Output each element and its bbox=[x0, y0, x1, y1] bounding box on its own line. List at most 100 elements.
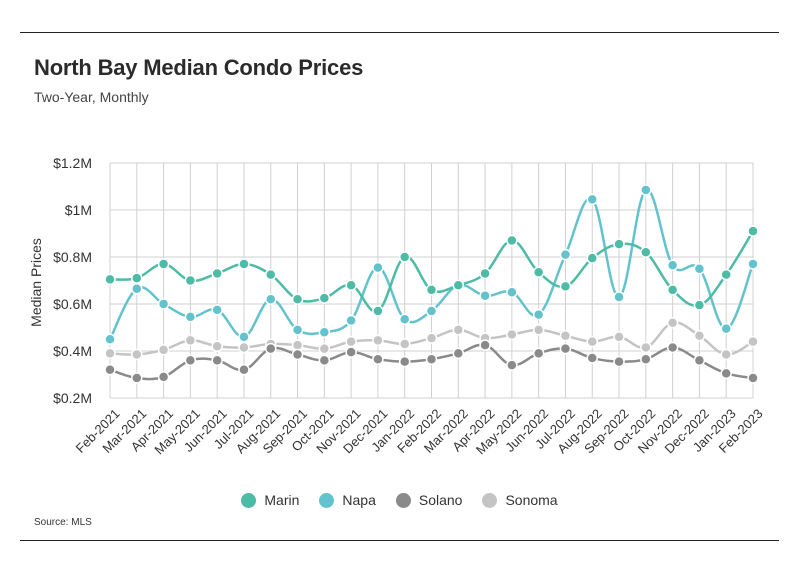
data-point-marin bbox=[586, 252, 598, 264]
data-point-sonoma bbox=[506, 328, 518, 341]
data-point-sonoma bbox=[372, 334, 384, 347]
data-point-solano bbox=[318, 354, 331, 367]
data-point-napa bbox=[265, 293, 277, 306]
data-point-sonoma bbox=[532, 324, 545, 336]
data-point-napa bbox=[104, 333, 116, 345]
data-point-solano bbox=[398, 355, 411, 368]
data-point-napa bbox=[586, 193, 598, 206]
data-point-solano bbox=[640, 353, 652, 365]
data-point-napa bbox=[506, 286, 518, 298]
data-point-solano bbox=[532, 347, 545, 360]
data-point-sonoma bbox=[211, 340, 223, 353]
data-point-solano bbox=[131, 372, 143, 384]
data-point-napa bbox=[479, 290, 491, 302]
data-point-marin bbox=[372, 305, 384, 317]
data-point-sonoma bbox=[345, 335, 357, 348]
data-point-marin bbox=[157, 258, 170, 270]
legend-label: Solano bbox=[418, 492, 463, 508]
legend-swatch bbox=[395, 492, 411, 508]
data-point-solano bbox=[425, 353, 438, 365]
data-point-solano bbox=[372, 353, 384, 365]
data-point-solano bbox=[747, 372, 759, 384]
data-point-solano bbox=[345, 346, 357, 358]
data-point-napa bbox=[345, 314, 357, 327]
data-point-sonoma bbox=[720, 348, 732, 361]
data-point-napa bbox=[211, 304, 223, 316]
data-point-marin bbox=[693, 299, 706, 311]
data-point-marin bbox=[452, 279, 465, 291]
data-point-sonoma bbox=[425, 332, 438, 344]
data-point-napa bbox=[693, 263, 706, 275]
chart-subtitle: Two-Year, Monthly bbox=[34, 89, 149, 105]
data-point-napa bbox=[532, 308, 545, 321]
legend-label: Napa bbox=[342, 492, 376, 508]
data-point-marin bbox=[532, 266, 545, 279]
data-point-sonoma bbox=[238, 341, 250, 354]
data-point-solano bbox=[720, 367, 732, 380]
data-point-napa bbox=[318, 326, 331, 338]
data-point-marin bbox=[666, 284, 679, 296]
data-point-napa bbox=[559, 248, 572, 261]
data-point-sonoma bbox=[398, 338, 411, 350]
y-tick-label: $1M bbox=[65, 202, 92, 218]
data-point-marin bbox=[506, 234, 518, 247]
legend-item-solano: Solano bbox=[395, 492, 463, 508]
data-point-sonoma bbox=[693, 329, 706, 342]
data-point-solano bbox=[693, 354, 706, 367]
data-point-napa bbox=[747, 258, 759, 270]
data-point-solano bbox=[613, 355, 625, 368]
legend-item-marin: Marin bbox=[241, 492, 299, 508]
data-point-napa bbox=[720, 322, 732, 335]
legend-item-sonoma: Sonoma bbox=[482, 492, 558, 508]
legend-swatch bbox=[482, 492, 498, 508]
data-point-sonoma bbox=[613, 331, 625, 343]
data-point-napa bbox=[640, 184, 652, 196]
y-tick-label: $0.8M bbox=[53, 249, 92, 265]
legend-label: Marin bbox=[264, 492, 300, 508]
data-point-solano bbox=[104, 364, 116, 376]
data-point-marin bbox=[398, 251, 411, 263]
data-point-solano bbox=[291, 348, 304, 361]
data-point-solano bbox=[506, 359, 518, 371]
data-point-sonoma bbox=[157, 344, 170, 356]
data-point-sonoma bbox=[131, 348, 143, 361]
data-point-marin bbox=[559, 280, 572, 293]
data-point-marin bbox=[104, 273, 116, 286]
data-point-solano bbox=[184, 354, 197, 367]
data-point-marin bbox=[238, 258, 250, 270]
data-point-solano bbox=[265, 342, 277, 355]
data-point-marin bbox=[211, 267, 223, 280]
data-point-marin bbox=[479, 267, 491, 280]
data-point-marin bbox=[184, 274, 197, 287]
data-point-sonoma bbox=[559, 329, 572, 342]
data-point-sonoma bbox=[104, 347, 116, 360]
data-point-napa bbox=[398, 313, 411, 326]
data-point-napa bbox=[613, 291, 625, 303]
data-point-marin bbox=[640, 246, 652, 259]
y-tick-label: $0.4M bbox=[53, 343, 92, 359]
chart-title: North Bay Median Condo Prices bbox=[34, 55, 364, 80]
y-tick-label: $0.6M bbox=[53, 296, 92, 312]
data-point-marin bbox=[265, 268, 277, 281]
legend-label: Sonoma bbox=[505, 492, 558, 508]
data-point-marin bbox=[291, 293, 304, 306]
data-point-sonoma bbox=[291, 339, 304, 351]
legend-swatch bbox=[319, 492, 335, 508]
data-point-solano bbox=[479, 339, 491, 351]
data-point-napa bbox=[291, 324, 304, 336]
data-point-sonoma bbox=[640, 341, 652, 354]
data-point-napa bbox=[157, 298, 170, 310]
data-point-solano bbox=[157, 371, 170, 383]
data-point-napa bbox=[666, 259, 679, 271]
data-point-napa bbox=[425, 305, 438, 317]
data-point-napa bbox=[372, 261, 384, 274]
y-tick-label: $0.2M bbox=[53, 390, 92, 406]
data-point-napa bbox=[184, 311, 197, 323]
data-point-sonoma bbox=[586, 335, 598, 348]
data-point-marin bbox=[613, 238, 625, 250]
data-point-napa bbox=[238, 331, 250, 343]
data-point-solano bbox=[666, 341, 679, 354]
source-note: Source: MLS bbox=[34, 517, 92, 528]
top-rule bbox=[20, 32, 779, 33]
